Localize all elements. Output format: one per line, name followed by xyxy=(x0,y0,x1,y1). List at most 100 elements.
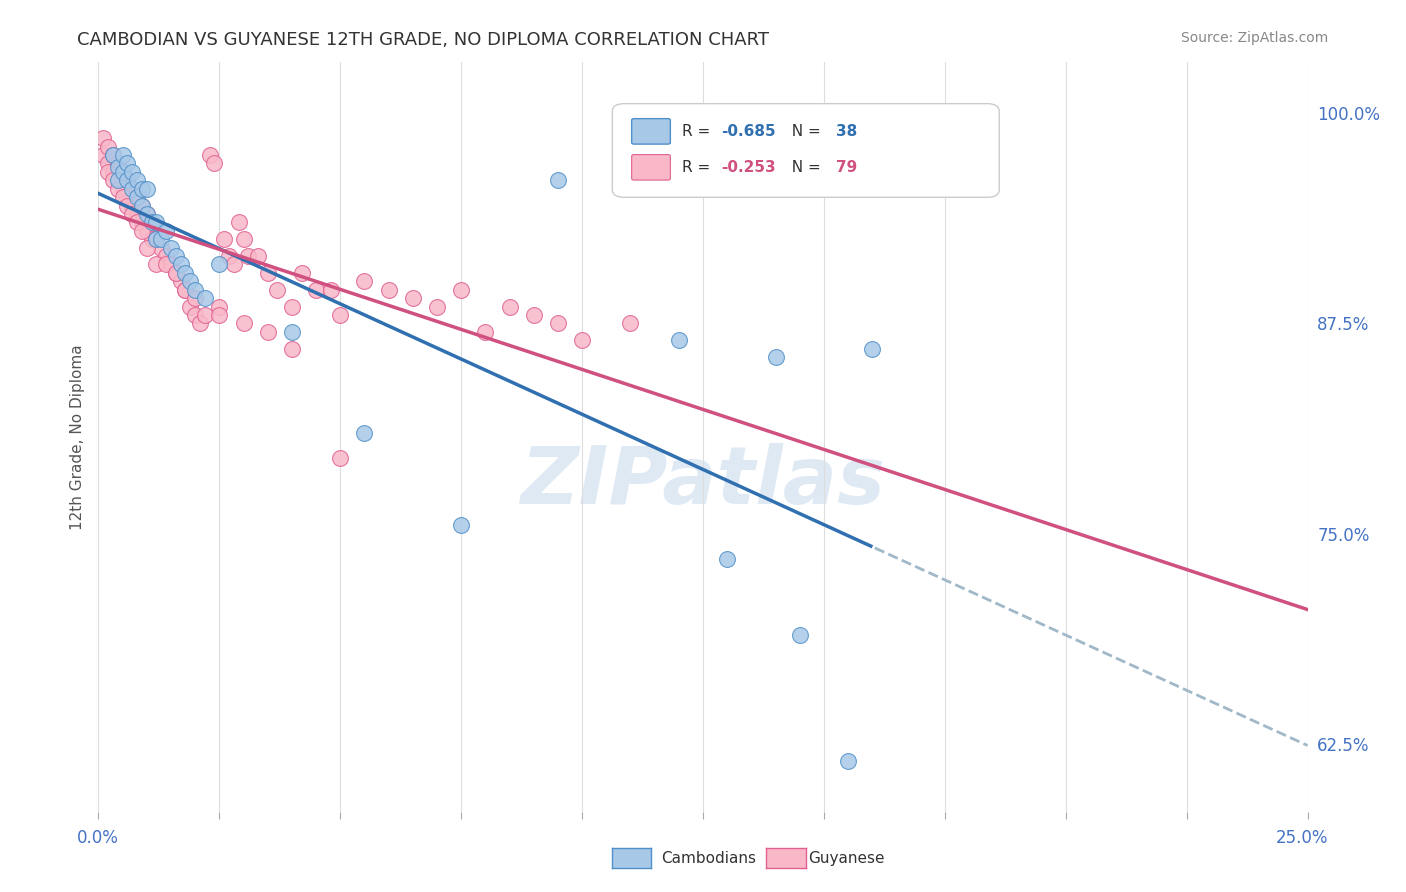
Text: N =: N = xyxy=(782,160,825,175)
Point xyxy=(169,258,191,272)
Point xyxy=(135,207,157,221)
Point xyxy=(668,333,690,347)
Point xyxy=(571,333,593,347)
Point xyxy=(179,300,201,314)
Point xyxy=(228,215,250,229)
Point xyxy=(837,754,859,768)
Point xyxy=(97,165,120,179)
Point xyxy=(238,249,260,263)
Point xyxy=(155,249,177,263)
Point xyxy=(208,308,231,322)
Text: R =: R = xyxy=(682,124,716,139)
Point xyxy=(107,173,129,187)
Point xyxy=(426,300,449,314)
Point xyxy=(155,224,177,238)
Point xyxy=(127,207,149,221)
Text: 38: 38 xyxy=(837,124,858,139)
Point xyxy=(789,628,811,642)
Point xyxy=(135,241,157,255)
Point xyxy=(377,283,399,297)
Point xyxy=(208,300,231,314)
Point xyxy=(131,198,153,212)
Point xyxy=(131,215,153,229)
Point xyxy=(97,156,120,170)
Point xyxy=(150,241,173,255)
FancyBboxPatch shape xyxy=(631,154,671,180)
Point xyxy=(281,342,304,356)
Point xyxy=(184,308,207,322)
Point xyxy=(111,182,134,196)
Point xyxy=(145,215,167,229)
Point xyxy=(256,325,278,339)
Point xyxy=(281,300,304,314)
Text: Source: ZipAtlas.com: Source: ZipAtlas.com xyxy=(1181,31,1329,45)
Point xyxy=(619,317,641,331)
Y-axis label: 12th Grade, No Diploma: 12th Grade, No Diploma xyxy=(69,344,84,530)
Point xyxy=(174,266,197,280)
Point xyxy=(188,317,211,331)
Point xyxy=(305,283,328,297)
Point xyxy=(160,241,183,255)
Point xyxy=(127,190,149,204)
Point xyxy=(212,232,235,246)
Point xyxy=(107,160,129,174)
Point xyxy=(204,156,226,170)
Point xyxy=(91,131,114,145)
Point xyxy=(165,266,187,280)
Text: N =: N = xyxy=(782,124,825,139)
Point xyxy=(716,552,738,566)
Point xyxy=(329,308,352,322)
Text: 25.0%: 25.0% xyxy=(1277,829,1329,847)
Point xyxy=(121,207,143,221)
Text: ZIPatlas: ZIPatlas xyxy=(520,443,886,521)
Point xyxy=(111,190,134,204)
Point xyxy=(107,182,129,196)
Point xyxy=(450,518,472,533)
Point xyxy=(150,232,173,246)
Point xyxy=(121,182,143,196)
Point xyxy=(101,148,124,162)
Point xyxy=(329,451,352,466)
Point xyxy=(547,173,569,187)
Point xyxy=(131,224,153,238)
Point xyxy=(266,283,288,297)
Point xyxy=(135,224,157,238)
Point xyxy=(184,283,207,297)
Point xyxy=(101,148,124,162)
Point xyxy=(498,300,520,314)
Point xyxy=(131,182,153,196)
Point xyxy=(474,325,496,339)
Point xyxy=(111,148,134,162)
Point xyxy=(174,283,197,297)
FancyBboxPatch shape xyxy=(613,103,1000,197)
Point xyxy=(97,139,120,153)
Point xyxy=(107,156,129,170)
Point xyxy=(165,266,187,280)
Point xyxy=(247,249,270,263)
Point xyxy=(174,283,197,297)
Point xyxy=(860,342,883,356)
Text: -0.253: -0.253 xyxy=(721,160,776,175)
Point xyxy=(145,258,167,272)
Point xyxy=(127,215,149,229)
Point xyxy=(155,258,177,272)
Text: -0.685: -0.685 xyxy=(721,124,776,139)
Point xyxy=(117,173,139,187)
Point xyxy=(141,215,163,229)
Point xyxy=(121,198,143,212)
Text: CAMBODIAN VS GUYANESE 12TH GRADE, NO DIPLOMA CORRELATION CHART: CAMBODIAN VS GUYANESE 12TH GRADE, NO DIP… xyxy=(77,31,769,49)
Point xyxy=(131,198,153,212)
Point xyxy=(169,274,191,288)
Point xyxy=(145,232,167,246)
Point xyxy=(91,148,114,162)
Point xyxy=(402,291,425,305)
FancyBboxPatch shape xyxy=(631,119,671,145)
Point xyxy=(523,308,546,322)
Point xyxy=(208,258,231,272)
Point xyxy=(256,266,278,280)
Point xyxy=(194,308,217,322)
Point xyxy=(165,249,187,263)
Point xyxy=(117,173,139,187)
Point xyxy=(232,232,254,246)
Point xyxy=(281,325,304,339)
